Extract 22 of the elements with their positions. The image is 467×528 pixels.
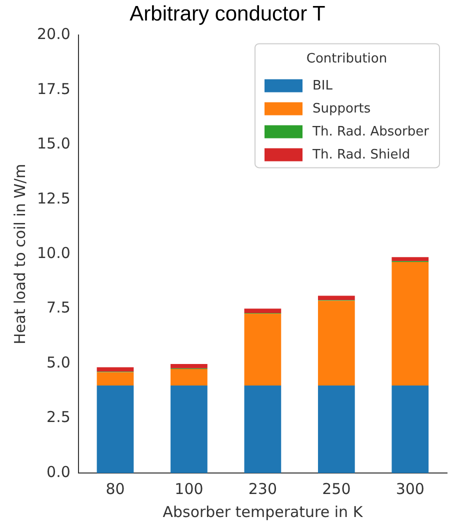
- legend-label: Th. Rad. Absorber: [312, 124, 430, 140]
- legend-label: Th. Rad. Shield: [312, 148, 410, 163]
- y-tick-label: 5.0: [46, 353, 70, 372]
- x-tick-label: 100: [174, 480, 204, 498]
- y-tick-label: 10.0: [36, 244, 70, 262]
- y-tick-label: 2.5: [46, 408, 70, 426]
- y-tick-label: 7.5: [46, 298, 70, 317]
- chart-title: Arbitrary conductor T: [130, 2, 326, 26]
- y-axis-title: Heat load to coil in W/m: [10, 164, 29, 344]
- legend-title: Contribution: [306, 52, 388, 67]
- x-axis-title: Absorber temperature in K: [162, 502, 364, 521]
- x-tick-label: 80: [106, 480, 125, 498]
- y-tick-label: 12.5: [36, 189, 70, 208]
- legend-label: BIL: [312, 78, 334, 94]
- y-tick-label: 15.0: [36, 134, 70, 153]
- x-tick-label: 300: [396, 480, 424, 498]
- legend-label: Supports: [312, 102, 371, 117]
- y-tick-label: 17.5: [36, 80, 70, 98]
- y-tick-label: 20.0: [36, 25, 70, 44]
- x-tick-label: 250: [322, 480, 351, 498]
- x-tick-label: 230: [248, 480, 278, 498]
- y-tick-label: 0.0: [46, 462, 70, 481]
